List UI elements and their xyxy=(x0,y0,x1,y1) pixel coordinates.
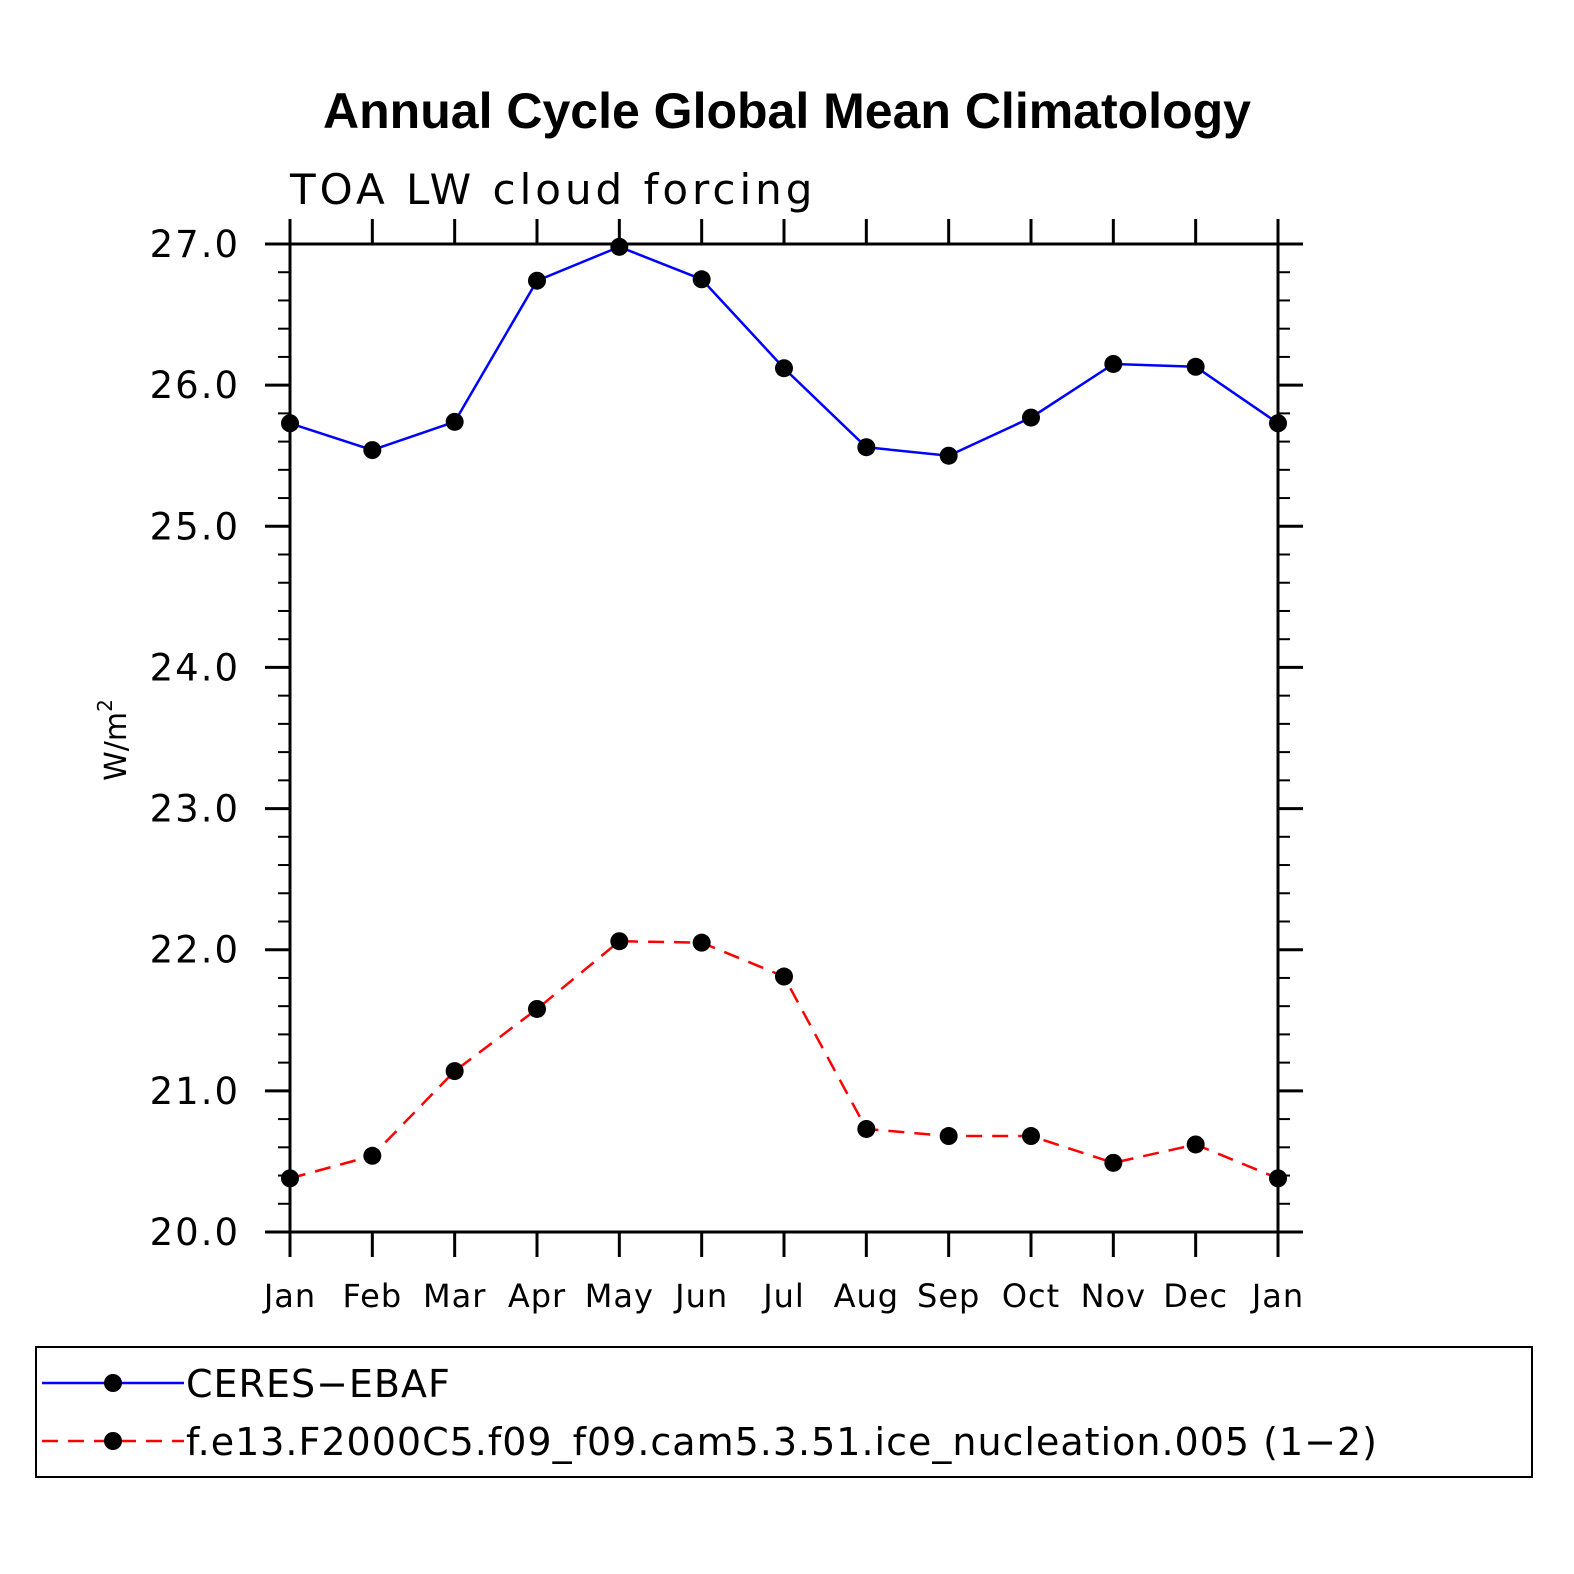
y-tick-label: 25.0 xyxy=(150,505,240,548)
data-point xyxy=(1104,354,1123,373)
series-points xyxy=(281,237,1287,1188)
data-point xyxy=(1022,1127,1040,1146)
y-axis-label: W/m2 xyxy=(93,699,134,781)
y-tick-label: 21.0 xyxy=(150,1070,240,1113)
data-point xyxy=(1186,1135,1205,1154)
y-axis-label-superscript: 2 xyxy=(93,699,117,712)
x-tick-label: Jun xyxy=(673,1277,728,1315)
y-tick-label: 24.0 xyxy=(150,646,240,689)
data-point xyxy=(939,446,958,465)
chart-subtitle: TOA LW cloud forcing xyxy=(289,165,816,214)
y-tick-label: 26.0 xyxy=(150,364,240,407)
x-tick-label: Jan xyxy=(1250,1277,1304,1315)
data-point xyxy=(610,932,629,951)
data-point xyxy=(1104,1153,1123,1172)
x-tick-label: Apr xyxy=(508,1277,566,1315)
x-tick-label: Oct xyxy=(1002,1277,1060,1315)
data-point xyxy=(775,359,793,378)
data-point xyxy=(857,438,876,457)
x-tick-labels: Jan Feb Mar Apr May Jun Jul Aug Sep Oct Nov Dec Jan xyxy=(262,1277,1304,1315)
legend: CERES−EBAF f.e13.F2000C5.f09_f09.cam5.3.5… xyxy=(42,1362,1378,1464)
data-point xyxy=(939,1127,958,1146)
data-point xyxy=(528,999,546,1018)
data-point xyxy=(1269,414,1287,433)
data-point xyxy=(528,271,546,290)
data-point xyxy=(445,412,464,431)
x-tick-label: Jan xyxy=(262,1277,316,1315)
data-point xyxy=(363,441,382,460)
plot-axes xyxy=(265,219,1303,1257)
x-tick-label: Aug xyxy=(834,1277,899,1315)
legend-marker-1 xyxy=(104,1374,122,1392)
data-point xyxy=(445,1062,464,1081)
legend-marker-2 xyxy=(104,1432,122,1450)
data-point xyxy=(1186,357,1205,376)
data-point xyxy=(692,933,711,952)
y-tick-label: 23.0 xyxy=(150,788,240,831)
data-point xyxy=(610,237,629,256)
x-tick-label: Nov xyxy=(1081,1277,1146,1315)
y-tick-label: 22.0 xyxy=(150,929,240,972)
chart-title: Annual Cycle Global Mean Climatology xyxy=(323,83,1251,139)
data-point xyxy=(281,1169,299,1188)
data-point xyxy=(775,967,793,986)
data-point xyxy=(281,414,299,433)
data-point xyxy=(363,1146,382,1165)
x-tick-label: Sep xyxy=(917,1277,980,1315)
y-tick-labels: 20.0 21.0 22.0 23.0 24.0 25.0 26.0 27.0 xyxy=(150,223,240,1254)
legend-label-2: f.e13.F2000C5.f09_f09.cam5.3.51.ice_nucl… xyxy=(186,1420,1378,1464)
data-point xyxy=(1022,408,1040,427)
legend-label-1: CERES−EBAF xyxy=(186,1362,451,1406)
data-point xyxy=(692,270,711,289)
y-axis-label-main: W/m xyxy=(99,712,134,781)
x-tick-label: Mar xyxy=(423,1277,486,1315)
y-tick-label: 20.0 xyxy=(150,1211,240,1254)
x-tick-label: May xyxy=(585,1277,654,1315)
x-tick-label: Jul xyxy=(761,1277,805,1315)
x-tick-label: Feb xyxy=(343,1277,403,1315)
y-tick-label: 27.0 xyxy=(150,223,240,266)
data-point xyxy=(857,1119,876,1138)
data-point xyxy=(1269,1169,1287,1188)
legend-box xyxy=(35,1346,1533,1478)
x-tick-label: Dec xyxy=(1163,1277,1228,1315)
